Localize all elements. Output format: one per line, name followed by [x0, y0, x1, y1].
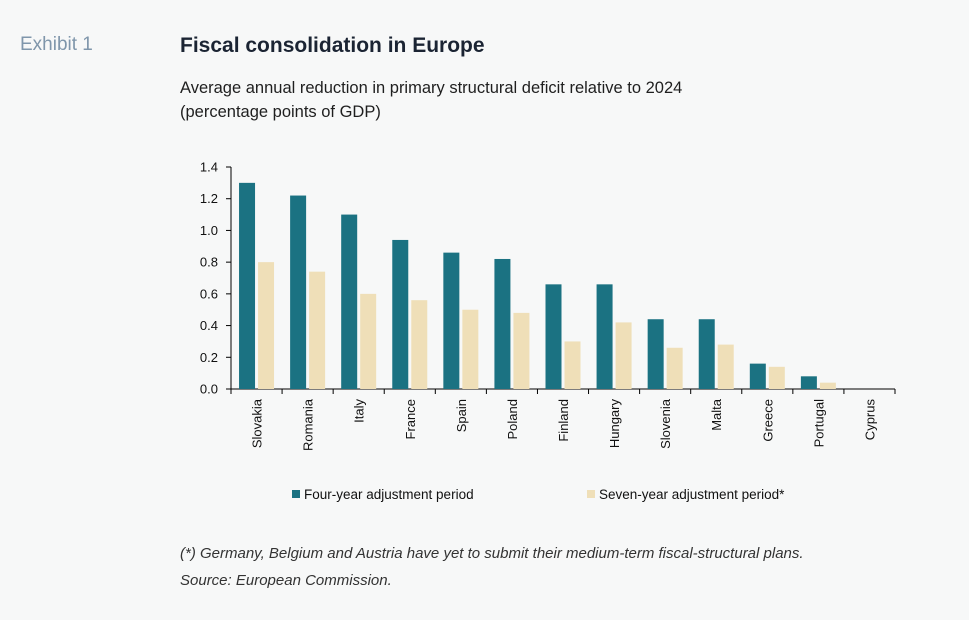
- legend-label-four-year: Four-year adjustment period: [304, 487, 474, 502]
- category-label-slovakia: Slovakia: [250, 398, 265, 448]
- category-label-cyprus: Cyprus: [862, 399, 877, 441]
- bar-seven-year-slovenia: [666, 347, 683, 389]
- category-label-romania: Romania: [301, 398, 316, 451]
- bar-four-year-malta: [698, 319, 715, 389]
- bar-four-year-hungary: [596, 284, 613, 389]
- y-tick-label: 0.2: [200, 350, 218, 365]
- bar-four-year-finland: [545, 284, 562, 389]
- chart-title: Fiscal consolidation in Europe: [180, 34, 485, 57]
- category-label-spain: Spain: [454, 399, 469, 432]
- bar-seven-year-poland: [513, 312, 530, 389]
- category-label-slovenia: Slovenia: [658, 398, 673, 449]
- category-label-poland: Poland: [505, 399, 520, 439]
- bar-seven-year-slovakia: [258, 262, 275, 389]
- bar-four-year-slovakia: [239, 182, 256, 389]
- bar-seven-year-spain: [462, 309, 479, 389]
- bar-seven-year-hungary: [615, 322, 632, 389]
- category-label-malta: Malta: [709, 398, 724, 431]
- bar-four-year-france: [392, 239, 409, 389]
- footnote-text: (*) Germany, Belgium and Austria have ye…: [180, 545, 804, 562]
- source-text: Source: European Commission.: [180, 572, 392, 589]
- category-label-finland: Finland: [556, 399, 571, 442]
- category-label-italy: Italy: [352, 399, 367, 423]
- bar-four-year-slovenia: [647, 319, 664, 389]
- category-label-france: France: [403, 399, 418, 439]
- bar-seven-year-italy: [360, 293, 377, 389]
- footnotes: (*) Germany, Belgium and Austria have ye…: [180, 540, 804, 594]
- bar-seven-year-greece: [768, 366, 785, 389]
- subtitle-line-1: Average annual reduction in primary stru…: [180, 79, 683, 97]
- y-tick-label: 0.8: [200, 255, 218, 270]
- bar-seven-year-portugal: [819, 382, 836, 389]
- category-label-greece: Greece: [760, 399, 775, 442]
- bar-seven-year-finland: [564, 341, 581, 389]
- chart-subtitle: Average annual reduction in primary stru…: [180, 76, 682, 124]
- category-label-portugal: Portugal: [811, 399, 826, 448]
- bar-four-year-greece: [749, 363, 766, 389]
- y-tick-label: 0.6: [200, 286, 218, 301]
- y-tick-label: 1.0: [200, 223, 218, 238]
- y-tick-label: 0.0: [200, 382, 218, 397]
- legend-label-seven-year: Seven-year adjustment period*: [599, 487, 785, 502]
- y-tick-label: 1.2: [200, 191, 218, 206]
- legend-swatch-four-year: [292, 490, 300, 498]
- y-tick-label: 0.4: [200, 318, 218, 333]
- bar-four-year-spain: [443, 252, 460, 389]
- subtitle-line-2: (percentage points of GDP): [180, 103, 381, 121]
- exhibit-label: Exhibit 1: [20, 34, 93, 55]
- bar-four-year-romania: [290, 195, 307, 389]
- bar-seven-year-malta: [717, 344, 734, 389]
- bar-seven-year-france: [411, 300, 428, 389]
- bar-four-year-poland: [494, 258, 511, 389]
- legend-swatch-seven-year: [587, 490, 595, 498]
- y-tick-label: 1.4: [200, 160, 218, 175]
- bar-four-year-italy: [341, 214, 358, 389]
- bar-four-year-portugal: [800, 376, 817, 389]
- category-label-hungary: Hungary: [607, 399, 622, 449]
- bar-seven-year-romania: [309, 271, 326, 389]
